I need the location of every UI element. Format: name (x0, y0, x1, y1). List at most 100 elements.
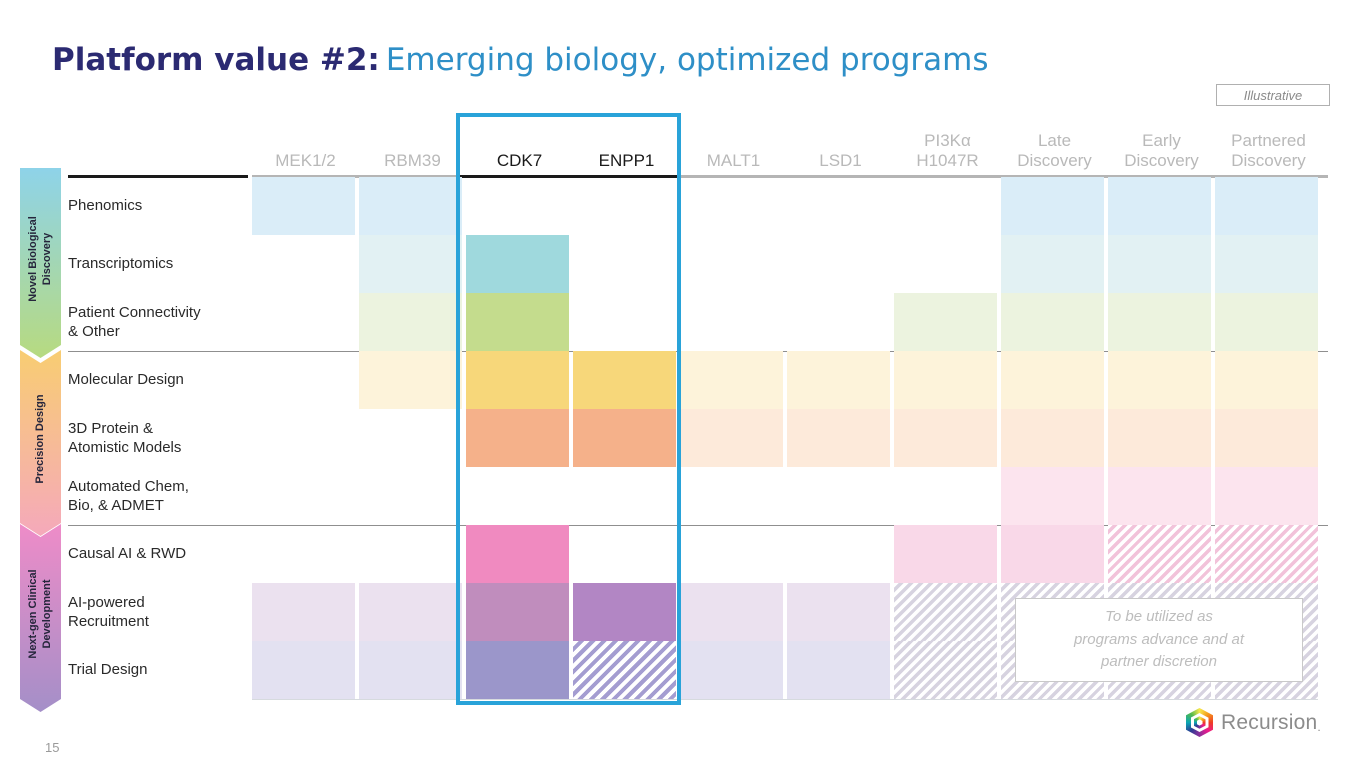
column-header-text: PI3Kα H1047R (916, 130, 979, 171)
cell-pi3ka-r5 (894, 409, 997, 467)
cell-late-r1 (1001, 177, 1104, 235)
column-header-text: Early Discovery (1124, 130, 1199, 171)
category-band-3 (20, 524, 61, 712)
title-subtitle: Emerging biology, optimized programs (385, 42, 989, 78)
cell-enpp1-r9 (573, 641, 676, 699)
cell-pi3ka-r4 (894, 351, 997, 409)
column-header-text: LSD1 (819, 151, 862, 171)
column-header-text: Late Discovery (1017, 130, 1092, 171)
category-band-2 (20, 350, 61, 536)
section-divider-2 (68, 525, 1328, 526)
title-emphasis: Platform value #2: (52, 42, 380, 78)
cell-late-r3 (1001, 293, 1104, 351)
column-header-text: MALT1 (706, 151, 761, 171)
cell-cdk7-r2 (466, 235, 569, 293)
header-underline-active (459, 175, 679, 178)
cell-partnered-r6 (1215, 467, 1318, 525)
cell-late-r2 (1001, 235, 1104, 293)
cell-early-r4 (1108, 351, 1211, 409)
column-header-partnered: Partnered Discovery (1215, 120, 1322, 172)
cell-rbm39-r9 (359, 641, 462, 699)
cell-lsd1-r9 (787, 641, 890, 699)
text-line: Discovery (40, 232, 53, 286)
text-line: & Other (68, 323, 120, 340)
recursion-hexagon-icon (1186, 708, 1213, 737)
column-header-lsd1: LSD1 (787, 120, 894, 172)
cell-malt1-r9 (680, 641, 783, 699)
cell-pi3ka-r9 (894, 641, 997, 699)
cell-early-r5 (1108, 409, 1211, 467)
row-label-3: Patient Connectivity & Other (68, 293, 250, 351)
row-label-2: Transcriptomics (68, 235, 250, 293)
cell-lsd1-r8 (787, 583, 890, 641)
cell-mek12-r9 (252, 641, 355, 699)
cell-partnered-r7 (1215, 525, 1318, 583)
cell-enpp1-r4 (573, 351, 676, 409)
cell-late-r4 (1001, 351, 1104, 409)
page-number: 15 (45, 740, 60, 755)
header-underline-left (68, 175, 248, 178)
cell-partnered-r5 (1215, 409, 1318, 467)
cell-malt1-r8 (680, 583, 783, 641)
column-header-early: Early Discovery (1108, 120, 1215, 172)
column-header-text: RBM39 (384, 151, 441, 171)
cell-late-r5 (1001, 409, 1104, 467)
row-label-5: 3D Protein & Atomistic Models (68, 409, 250, 467)
text-line: Transcriptomics (68, 255, 174, 273)
text-line: Causal AI & RWD (68, 545, 187, 563)
page-title: Platform value #2: Emerging biology, opti… (52, 42, 989, 78)
cell-rbm39-r3 (359, 293, 462, 351)
text-line: AI-powered (68, 593, 145, 611)
cell-partnered-r4 (1215, 351, 1318, 409)
recursion-logo: Recursion . (1186, 708, 1321, 737)
column-header-malt1: MALT1 (680, 120, 787, 172)
text-line: Phenomics (68, 197, 143, 215)
text-line: Recruitment (68, 613, 149, 630)
cell-partnered-r2 (1215, 235, 1318, 293)
cell-rbm39-r8 (359, 583, 462, 641)
cell-cdk7-r5 (466, 409, 569, 467)
recursion-logo-mark: . (1317, 720, 1321, 734)
cell-cdk7-r7 (466, 525, 569, 583)
row-label-6: Automated Chem, Bio, & ADMET (68, 467, 250, 525)
text-line: Atomistic Models (68, 439, 182, 456)
cell-early-r6 (1108, 467, 1211, 525)
row-label-4: Molecular Design (68, 351, 250, 409)
cell-rbm39-r2 (359, 235, 462, 293)
cell-partnered-r1 (1215, 177, 1318, 235)
row-label-9: Trial Design (68, 641, 250, 699)
column-header-mek12: MEK1/2 (252, 120, 359, 172)
row-label-8: AI-powered Recruitment (68, 583, 250, 641)
text-line: Development (40, 579, 53, 649)
grid-bottom-line (252, 699, 1318, 700)
cell-rbm39-r4 (359, 351, 462, 409)
column-header-text: CDK7 (496, 151, 543, 171)
text-line: Next-gen Clinical (26, 569, 39, 659)
cell-malt1-r5 (680, 409, 783, 467)
hexagon-core (1196, 719, 1203, 726)
header-underline (252, 175, 1328, 178)
cell-cdk7-r9 (466, 641, 569, 699)
category-band-label-1: Novel Biological Discovery (24, 174, 58, 344)
column-header-cdk7: CDK7 (466, 120, 573, 172)
cell-late-r7 (1001, 525, 1104, 583)
recursion-logo-text: Recursion (1221, 710, 1318, 734)
cell-partnered-r3 (1215, 293, 1318, 351)
category-band-1 (20, 168, 61, 358)
column-header-rbm39: RBM39 (359, 120, 466, 172)
cell-rbm39-r1 (359, 177, 462, 235)
cell-mek12-r1 (252, 177, 355, 235)
partner-note: To be utilized as programs advance and at… (1015, 598, 1303, 682)
cell-early-r2 (1108, 235, 1211, 293)
cell-enpp1-r8 (573, 583, 676, 641)
cell-cdk7-r8 (466, 583, 569, 641)
cell-late-r6 (1001, 467, 1104, 525)
column-header-enpp1: ENPP1 (573, 120, 680, 172)
text-line: Precision Design (33, 394, 46, 484)
cell-malt1-r4 (680, 351, 783, 409)
text-line: Bio, & ADMET (68, 497, 164, 514)
cell-mek12-r8 (252, 583, 355, 641)
cell-pi3ka-r7 (894, 525, 997, 583)
text-line: Patient Connectivity (68, 303, 201, 321)
text-line: partner discretion (1101, 653, 1217, 671)
